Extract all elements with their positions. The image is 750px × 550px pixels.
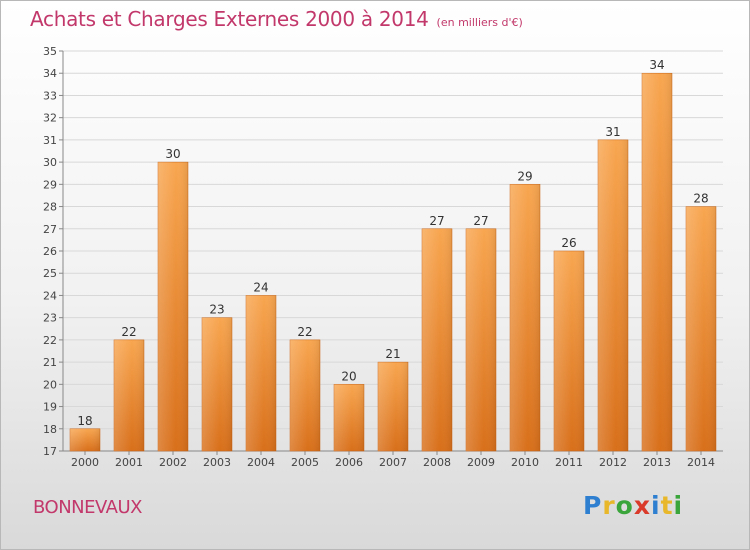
- value-labels: 18 22 30 23 24 22 20 21 27 27 29 26 31 34 28: [77, 58, 708, 428]
- y-tick-label: 30: [43, 156, 57, 169]
- x-tick-label: 2014: [687, 456, 715, 469]
- bar-value-label: 18: [77, 414, 92, 428]
- x-tick-label: 2009: [467, 456, 495, 469]
- y-tick-label: 17: [43, 445, 57, 458]
- chart-subtitle: (en milliers d'€): [436, 16, 523, 29]
- bar-shade: [686, 206, 716, 451]
- x-tick-label: 2001: [115, 456, 143, 469]
- bar-shade: [246, 295, 276, 451]
- logo-letter: t: [660, 491, 674, 520]
- logo-letter: x: [633, 491, 651, 520]
- x-tick-label: 2010: [511, 456, 539, 469]
- y-tick-label: 22: [43, 334, 57, 347]
- logo-letter: o: [615, 491, 634, 520]
- x-tick-label: 2006: [335, 456, 363, 469]
- bar-value-label: 30: [165, 147, 180, 161]
- x-tick-label: 2002: [159, 456, 187, 469]
- bar-value-label: 27: [473, 214, 488, 228]
- bar-value-label: 24: [253, 280, 268, 294]
- y-tick-label: 34: [43, 67, 57, 80]
- y-tick-label: 21: [43, 356, 57, 369]
- bar-value-label: 23: [209, 303, 224, 317]
- bar-shade: [378, 362, 408, 451]
- logo-letter: i: [651, 491, 661, 520]
- bar-shade: [422, 228, 452, 451]
- x-tick-label: 2004: [247, 456, 275, 469]
- x-tick-label: 2012: [599, 456, 627, 469]
- x-tick-label: 2007: [379, 456, 407, 469]
- bar-value-label: 31: [605, 125, 620, 139]
- chart-title: Achats et Charges Externes 2000 à 2014: [30, 7, 429, 31]
- y-tick-label: 29: [43, 178, 57, 191]
- bar-shade: [290, 339, 320, 451]
- chart-title-block: Achats et Charges Externes 2000 à 2014 (e…: [30, 7, 523, 31]
- bar-shade: [70, 428, 100, 451]
- y-tick-label: 31: [43, 134, 57, 147]
- y-tick-label: 19: [43, 401, 57, 414]
- bar-value-label: 22: [121, 325, 136, 339]
- y-tick-label: 32: [43, 112, 57, 125]
- logo-letter: i: [673, 491, 684, 520]
- x-tick-label: 2000: [71, 456, 99, 469]
- bar-value-label: 29: [517, 169, 532, 183]
- bar-shade: [334, 384, 364, 451]
- y-tick-label: 24: [43, 289, 57, 302]
- bar-shade: [114, 339, 144, 451]
- bar-value-label: 20: [341, 369, 356, 383]
- proxiti-logo: Proxiti: [583, 491, 683, 520]
- bar-value-label: 34: [649, 58, 664, 72]
- logo-letter: r: [602, 491, 616, 520]
- bar-shade: [158, 162, 188, 451]
- y-tick-label: 23: [43, 312, 57, 325]
- y-tick-label: 28: [43, 201, 57, 214]
- bar-value-label: 21: [385, 347, 400, 361]
- x-tick-label: 2003: [203, 456, 231, 469]
- bar-shade: [510, 184, 540, 452]
- y-tick-label: 25: [43, 267, 57, 280]
- y-tick-label: 35: [43, 45, 57, 58]
- bar-shade: [202, 317, 232, 451]
- bar-shade: [642, 73, 672, 451]
- y-tick-label: 27: [43, 223, 57, 236]
- bar-shade: [554, 251, 584, 451]
- x-tick-label: 2005: [291, 456, 319, 469]
- bar-value-label: 28: [693, 192, 708, 206]
- x-tick-label: 2008: [423, 456, 451, 469]
- y-tick-label: 18: [43, 423, 57, 436]
- axes: 17 18 19 20 21 22 23 24 25 26 27 28 29 30 31 32 33 34 35 20…: [43, 45, 723, 469]
- bar-value-label: 27: [429, 214, 444, 228]
- bar-value-label: 22: [297, 325, 312, 339]
- bar-value-label: 26: [561, 236, 576, 250]
- bars: [69, 72, 717, 452]
- y-tick-label: 33: [43, 89, 57, 102]
- location-name: BONNEVAUX: [33, 497, 142, 518]
- x-tick-label: 2013: [643, 456, 671, 469]
- bar-shade: [598, 139, 628, 451]
- logo-letter: P: [583, 491, 603, 520]
- bar-shade: [466, 228, 496, 451]
- x-tick-label: 2011: [555, 456, 583, 469]
- y-tick-label: 26: [43, 245, 57, 258]
- y-tick-label: 20: [43, 378, 57, 391]
